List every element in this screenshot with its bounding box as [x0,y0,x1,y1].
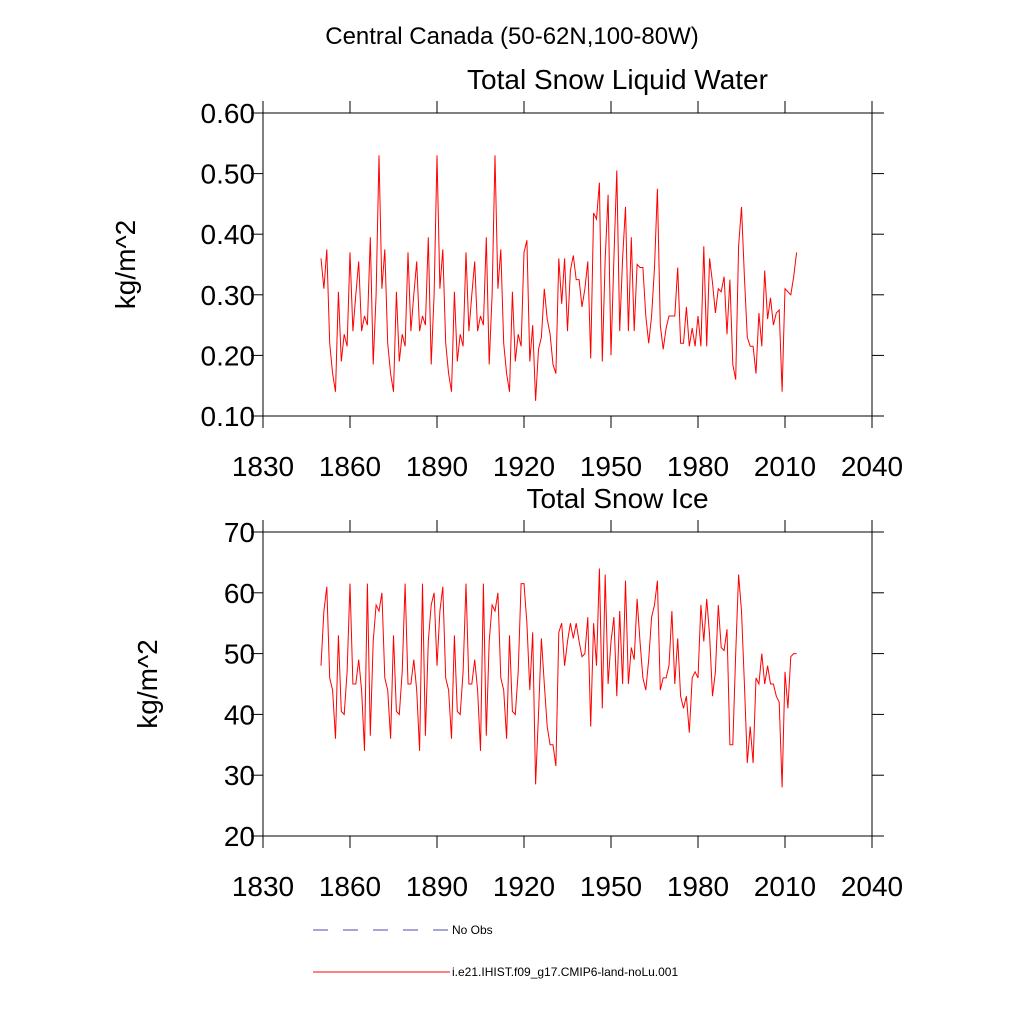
chart-title: Total Snow Ice [526,483,708,514]
y-tick-label: 0.30 [201,280,256,311]
plot-frame [262,531,873,837]
x-tick-label: 2010 [754,871,816,902]
y-tick-label: 0.40 [201,219,256,250]
x-tick-label: 1980 [667,871,729,902]
legend-label: i.e21.IHIST.f09_g17.CMIP6-land-noLu.001 [452,965,678,979]
x-tick-label: 1830 [232,451,294,482]
figure-title: Central Canada (50-62N,100-80W) [325,23,699,50]
x-tick-label: 1890 [406,871,468,902]
y-tick-label: 50 [224,639,255,670]
y-tick-label: 0.10 [201,401,256,432]
chart-title: Total Snow Liquid Water [467,64,768,95]
plot-frame [262,112,873,417]
x-tick-label: 1950 [580,871,642,902]
y-tick-label: 0.20 [201,340,256,371]
y-axis-label: kg/m^2 [110,220,141,309]
x-tick-label: 1950 [580,451,642,482]
x-tick-label: 1860 [319,871,381,902]
y-tick-label: 20 [224,821,255,852]
x-tick-label: 2040 [841,451,903,482]
y-tick-label: 30 [224,760,255,791]
x-tick-label: 1920 [493,451,555,482]
x-tick-label: 1980 [667,451,729,482]
y-axis-label: kg/m^2 [132,639,163,728]
y-tick-label: 40 [224,699,255,730]
series-line [320,568,797,788]
x-tick-label: 2040 [841,871,903,902]
x-tick-label: 2010 [754,451,816,482]
y-tick-label: 60 [224,578,255,609]
x-tick-label: 1920 [493,871,555,902]
legend-label: No Obs [452,923,493,937]
x-tick-label: 1890 [406,451,468,482]
x-tick-label: 1830 [232,871,294,902]
series-line [320,155,798,401]
x-tick-label: 1860 [319,451,381,482]
y-tick-label: 70 [224,517,255,548]
y-tick-label: 0.60 [201,98,256,129]
y-tick-label: 0.50 [201,159,256,190]
